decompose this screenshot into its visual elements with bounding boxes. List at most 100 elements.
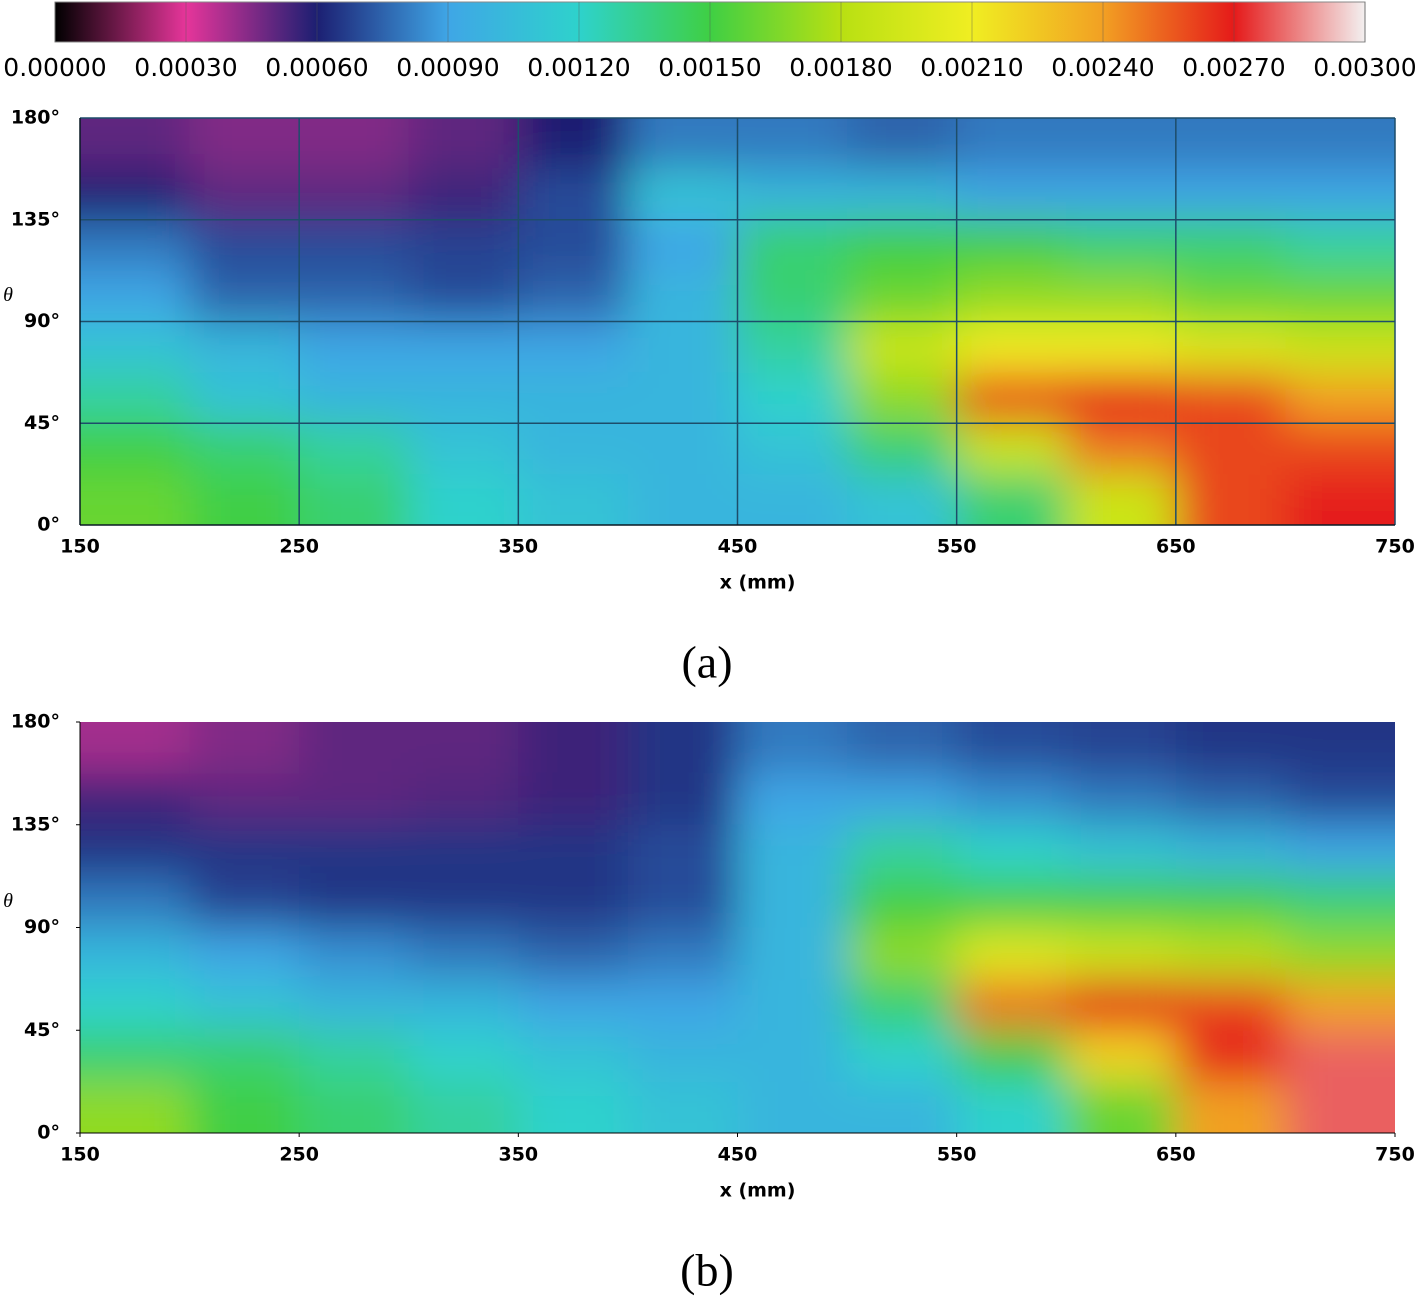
heatmap-cell: [956, 372, 1068, 425]
heatmap-cell: [956, 722, 1068, 775]
heatmap-cell: [847, 168, 958, 221]
heatmap-cell: [408, 423, 520, 476]
heatmap-cell: [956, 1081, 1068, 1133]
heatmap-cell: [847, 773, 958, 826]
heatmap-cell: [80, 824, 191, 878]
heatmap-cell: [1066, 270, 1177, 323]
x-axis-label: x (mm): [720, 572, 796, 594]
x-tick-label: 550: [937, 1144, 977, 1166]
heatmap-cell: [80, 474, 191, 525]
heatmap: [80, 722, 1395, 1133]
heatmap-cell: [518, 773, 629, 826]
heatmap-cell: [1285, 321, 1395, 374]
heatmap-cell: [1066, 773, 1177, 826]
colorbar: [54, 1, 1366, 43]
heatmap-cell: [299, 978, 410, 1032]
heatmap-cell: [627, 270, 739, 323]
heatmap-cell: [737, 978, 849, 1032]
heatmap-cell: [1066, 722, 1177, 775]
heatmap-cell: [847, 321, 958, 374]
heatmap-cell: [1066, 474, 1177, 525]
heatmap-cell: [627, 1081, 739, 1133]
heatmap-cell: [627, 118, 739, 170]
heatmap-field: [80, 118, 1395, 525]
heatmap-cell: [80, 118, 191, 170]
heatmap-cell: [1285, 372, 1395, 425]
heatmap-cell: [299, 219, 410, 272]
heatmap-cell: [956, 927, 1068, 980]
heatmap-cell: [1175, 372, 1287, 425]
x-tick-label: 750: [1375, 536, 1415, 558]
x-tick-label: 750: [1375, 1144, 1415, 1166]
heatmap-cell: [737, 824, 849, 878]
heatmap-cell: [737, 722, 849, 775]
heatmap-cell: [847, 978, 958, 1032]
heatmap-cell: [1285, 824, 1395, 878]
heatmap-cell: [408, 270, 520, 323]
heatmap-cell: [737, 773, 849, 826]
heatmap-cell: [299, 1030, 410, 1083]
y-tick-label: 180°: [11, 107, 60, 129]
heatmap-cell: [627, 423, 739, 476]
heatmap-cell: [408, 722, 520, 775]
x-tick-label: 450: [718, 536, 758, 558]
heatmap-cell: [737, 876, 849, 929]
colorbar-tick-label: 0.00030: [134, 53, 237, 82]
heatmap-cell: [1285, 1081, 1395, 1133]
heatmap-cell: [956, 270, 1068, 323]
y-axis-label: θ: [3, 284, 13, 306]
heatmap-cell: [408, 927, 520, 980]
heatmap-cell: [1066, 219, 1177, 272]
y-tick-label: 45°: [24, 412, 60, 434]
heatmap-cell: [1066, 423, 1177, 476]
heatmap-cell: [299, 168, 410, 221]
heatmap-cell: [189, 722, 301, 775]
heatmap-cell: [1175, 423, 1287, 476]
heatmap-cell: [1175, 118, 1287, 170]
heatmap-cell: [189, 978, 301, 1032]
heatmap-cell: [847, 474, 958, 525]
x-tick-label: 350: [498, 536, 538, 558]
heatmap-cell: [847, 1030, 958, 1083]
heatmap-cell: [627, 321, 739, 374]
heatmap-cell: [299, 474, 410, 525]
heatmap-cell: [1285, 1030, 1395, 1083]
heatmap-field: [80, 722, 1395, 1133]
heatmap-cell: [1175, 824, 1287, 878]
heatmap-cell: [956, 876, 1068, 929]
heatmap-cell: [737, 927, 849, 980]
heatmap-cell: [1066, 824, 1177, 878]
heatmap-cell: [299, 372, 410, 425]
heatmap-cell: [299, 722, 410, 775]
heatmap-cell: [1285, 270, 1395, 323]
x-tick-label: 650: [1156, 536, 1196, 558]
heatmap-cell: [627, 824, 739, 878]
heatmap-cell: [956, 474, 1068, 525]
heatmap-cell: [299, 423, 410, 476]
heatmap-cell: [80, 321, 191, 374]
heatmap-cell: [80, 773, 191, 826]
heatmap-cell: [627, 1030, 739, 1083]
heatmap-cell: [518, 474, 629, 525]
y-tick-label: 90°: [24, 310, 60, 332]
heatmap-cell: [518, 219, 629, 272]
heatmap-cell: [1175, 927, 1287, 980]
heatmap-cell: [80, 978, 191, 1032]
x-tick-label: 650: [1156, 1144, 1196, 1166]
heatmap-cell: [80, 423, 191, 476]
heatmap-cell: [518, 824, 629, 878]
heatmap-cell: [737, 321, 849, 374]
heatmap-cell: [847, 927, 958, 980]
heatmap-cell: [518, 372, 629, 425]
colorbar-tick-label: 0.00150: [658, 53, 761, 82]
heatmap-cell: [189, 423, 301, 476]
heatmap-cell: [408, 824, 520, 878]
heatmap-cell: [956, 118, 1068, 170]
heatmap-cell: [737, 270, 849, 323]
heatmap-cell: [956, 168, 1068, 221]
colorbar-tick-label: 0.00000: [3, 53, 106, 82]
heatmap-cell: [1175, 876, 1287, 929]
heatmap-cell: [956, 1030, 1068, 1083]
heatmap-cell: [518, 927, 629, 980]
